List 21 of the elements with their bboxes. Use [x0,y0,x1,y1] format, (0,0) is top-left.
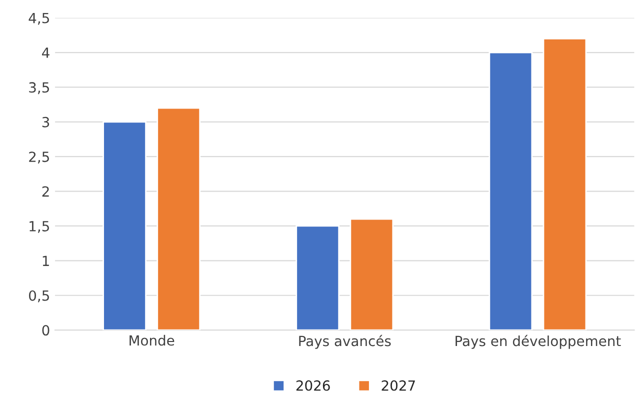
bar [102,121,146,330]
y-tick-label: 2 [42,186,49,197]
x-tick-label: Monde [130,334,174,346]
bar [488,52,533,330]
y-tick-label: 0,5 [29,290,49,302]
y-tick-label: 3,5 [29,82,49,94]
legend-label: 2027 [382,380,415,391]
y-tick-label: 0 [42,325,50,336]
y-tick-label: 3 [42,116,50,128]
y-tick-label: 4 [42,48,50,58]
y-tick-label: 2,5 [29,152,49,164]
y-tick-label: 4,5 [28,12,49,25]
x-tick-label: Pays en développement [456,334,621,349]
bar [350,218,394,330]
legend-label: 2026 [296,380,330,391]
bar [296,225,340,330]
y-tick-label: 1 [42,256,49,266]
bar [156,107,201,330]
y-tick-label: 1,5 [30,221,49,233]
bar [542,38,587,330]
x-tick-label: Pays avancés [299,334,391,349]
